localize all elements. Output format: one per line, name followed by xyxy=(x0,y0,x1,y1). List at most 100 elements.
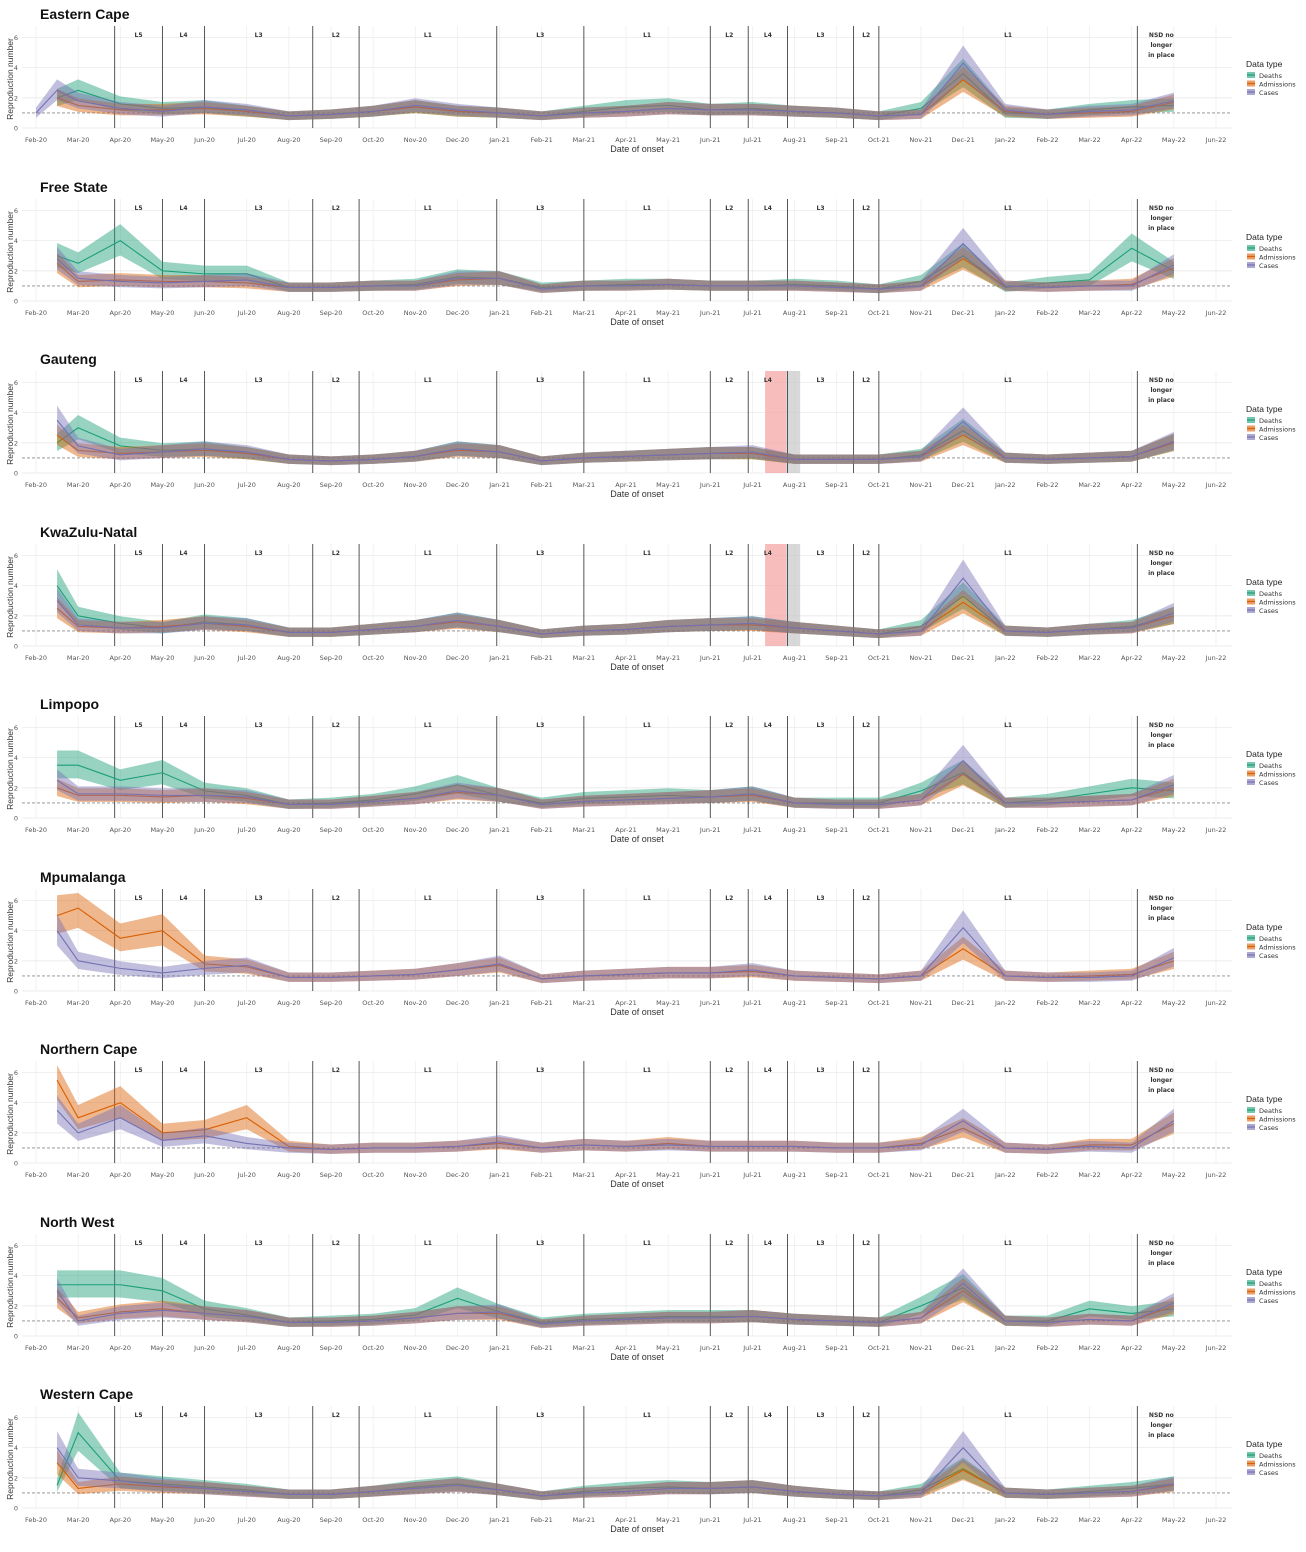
shaded-region-grey xyxy=(786,371,801,473)
x-tick-label: Sep-20 xyxy=(320,826,343,834)
panel-title: KwaZulu-Natal xyxy=(40,524,137,540)
nsd-label: in place xyxy=(1148,52,1174,59)
legend-title: Data type xyxy=(1246,922,1283,932)
series-ribbon-cases xyxy=(57,405,1174,466)
series-line-deaths xyxy=(56,239,1175,289)
x-tick-label: Jul-20 xyxy=(236,826,255,834)
x-tick-label: Nov-20 xyxy=(404,1344,427,1352)
x-tick-label: Jun-22 xyxy=(1205,1344,1227,1352)
lockdown-label: L1 xyxy=(424,32,432,39)
x-tick-label: Feb-21 xyxy=(531,1344,553,1352)
lockdown-label: L5 xyxy=(135,1412,143,1419)
legend-title: Data type xyxy=(1246,749,1283,759)
lockdown-label: L1 xyxy=(1004,550,1012,557)
x-tick-label: Apr-21 xyxy=(615,654,636,662)
y-tick-label: 0 xyxy=(14,987,18,995)
x-tick-label: Nov-21 xyxy=(909,1171,932,1179)
x-tick-label: Mar-20 xyxy=(67,1344,89,1352)
lockdown-label: L1 xyxy=(1004,722,1012,729)
lockdown-label: L2 xyxy=(862,895,870,902)
x-tick-label: Apr-20 xyxy=(110,1344,131,1352)
x-tick-label: Jan-22 xyxy=(994,1344,1016,1352)
panel-svg: KwaZulu-Natal 0 2 4 6 L5 L4 L3 L2 L1 L3 L1 L2 L4 L3 L2 L… xyxy=(5,524,1296,672)
lockdown-label: L3 xyxy=(817,722,825,729)
x-tick-label: Jun-21 xyxy=(699,1516,721,1524)
x-tick-label: May-22 xyxy=(1162,136,1186,144)
lockdown-label: L1 xyxy=(424,205,432,212)
nsd-label: NSD no xyxy=(1149,1240,1174,1247)
x-tick-label: Apr-22 xyxy=(1121,1344,1142,1352)
x-tick-label: Feb-21 xyxy=(531,1171,553,1179)
x-tick-label: Feb-22 xyxy=(1036,481,1058,489)
series-line-cases xyxy=(56,1282,1175,1324)
nsd-label: NSD no xyxy=(1149,895,1174,902)
x-tick-label: Oct-21 xyxy=(868,654,890,662)
x-tick-label: Jul-21 xyxy=(742,1516,761,1524)
lockdown-label: L2 xyxy=(725,32,733,39)
x-axis-label: Date of onset xyxy=(610,1007,664,1017)
x-tick-label: Jul-21 xyxy=(742,826,761,834)
legend-label: Admissions xyxy=(1259,426,1296,434)
x-tick-label: May-20 xyxy=(150,309,174,317)
panel-svg: Western Cape 0 2 4 6 L5 L4 L3 L2 L1 L3 L1 L2 L4 L3 L2 L1… xyxy=(5,1386,1296,1534)
x-tick-label: Feb-22 xyxy=(1036,654,1058,662)
lockdown-label: L2 xyxy=(332,550,340,557)
x-tick-label: Jun-21 xyxy=(699,481,721,489)
x-tick-label: Feb-21 xyxy=(531,654,553,662)
x-tick-label: Jun-22 xyxy=(1205,826,1227,834)
lockdown-label: L3 xyxy=(817,377,825,384)
x-tick-label: Mar-22 xyxy=(1078,309,1100,317)
y-tick-label: 6 xyxy=(14,1242,18,1250)
x-tick-label: Jun-20 xyxy=(193,999,215,1007)
panel-title: Western Cape xyxy=(40,1386,133,1402)
x-tick-label: Feb-20 xyxy=(25,1344,47,1352)
lockdown-label: L2 xyxy=(332,1240,340,1247)
lockdown-label: L3 xyxy=(255,895,263,902)
x-tick-label: Dec-20 xyxy=(446,999,469,1007)
panel-svg: Eastern Cape 0 2 4 6 L5 L4 L3 L2 L1 L3 L1 L2 L4 L3 L2 L1… xyxy=(5,6,1296,154)
y-tick-label: 4 xyxy=(14,754,18,762)
x-tick-label: Jun-22 xyxy=(1205,1516,1227,1524)
y-tick-label: 6 xyxy=(14,1069,18,1077)
lockdown-label: L2 xyxy=(725,1067,733,1074)
x-tick-label: Jan-21 xyxy=(488,481,510,489)
lockdown-label: L1 xyxy=(643,32,651,39)
series-ribbon-deaths xyxy=(57,1412,1174,1501)
series-ribbon-cases xyxy=(57,1431,1174,1501)
lockdown-label: L4 xyxy=(180,1067,188,1074)
legend-label: Admissions xyxy=(1259,1288,1296,1296)
x-tick-label: Sep-21 xyxy=(825,136,848,144)
lockdown-label: L3 xyxy=(817,32,825,39)
x-tick-label: Jun-20 xyxy=(193,1344,215,1352)
x-tick-label: Jun-22 xyxy=(1205,1171,1227,1179)
x-tick-label: Jan-22 xyxy=(994,654,1016,662)
legend-label: Cases xyxy=(1259,607,1279,615)
legend-label: Cases xyxy=(1259,89,1279,97)
lockdown-label: L1 xyxy=(643,1412,651,1419)
x-tick-label: Jul-21 xyxy=(742,309,761,317)
y-tick-label: 0 xyxy=(14,125,18,133)
x-tick-label: Aug-20 xyxy=(277,1344,300,1352)
x-tick-label: Apr-20 xyxy=(110,654,131,662)
lockdown-label: L1 xyxy=(643,205,651,212)
x-tick-label: Mar-22 xyxy=(1078,136,1100,144)
x-tick-label: Feb-20 xyxy=(25,654,47,662)
x-tick-label: Jun-20 xyxy=(193,826,215,834)
x-tick-label: Mar-20 xyxy=(67,136,89,144)
x-tick-label: Aug-21 xyxy=(783,1171,806,1179)
y-tick-label: 6 xyxy=(14,897,18,905)
lockdown-label: L4 xyxy=(764,1412,772,1419)
x-tick-label: May-20 xyxy=(150,826,174,834)
nsd-label: NSD no xyxy=(1149,32,1174,39)
x-tick-label: Dec-21 xyxy=(952,1171,975,1179)
x-tick-label: Mar-20 xyxy=(67,999,89,1007)
x-tick-label: Apr-22 xyxy=(1121,1171,1142,1179)
x-tick-label: Aug-21 xyxy=(783,1344,806,1352)
x-tick-label: May-21 xyxy=(656,1516,680,1524)
x-tick-label: Oct-20 xyxy=(362,481,384,489)
x-tick-label: Feb-20 xyxy=(25,136,47,144)
legend-title: Data type xyxy=(1246,59,1283,69)
x-tick-label: Jan-22 xyxy=(994,136,1016,144)
series-ribbon-cases xyxy=(57,909,1174,983)
x-tick-label: Aug-20 xyxy=(277,309,300,317)
